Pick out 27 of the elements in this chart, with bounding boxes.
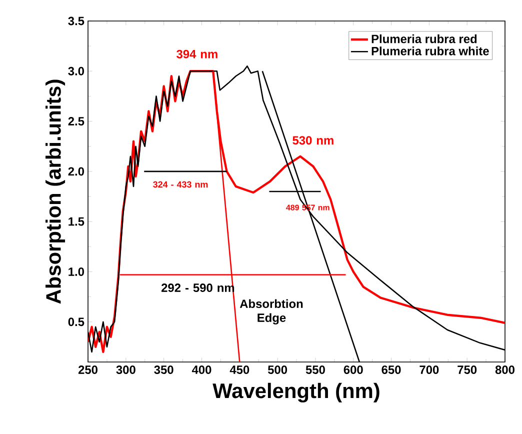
annotation: 394 nm (176, 50, 218, 58)
x-axis-title: Wavelength (nm) (212, 382, 380, 402)
y-tick-label: 0.5 (68, 318, 84, 326)
legend-label: Plumeria rubra red (372, 34, 477, 44)
annotation: 530 nm (292, 136, 334, 145)
x-tick-label: 400 (192, 366, 212, 374)
y-tick-label: 3.5 (68, 16, 84, 26)
x-tick-label: 450 (230, 366, 250, 374)
annotation: Absorbtion Edge (240, 299, 303, 324)
x-tick-label: 500 (268, 366, 288, 374)
annotation: 324 - 433 nm (153, 181, 208, 188)
y-tick-label: 2.0 (68, 167, 84, 176)
y-tick-label: 1.0 (68, 267, 84, 276)
x-tick-label: 650 (382, 366, 401, 374)
x-tick-label: 750 (458, 366, 477, 374)
legend-label: Plumeria rubra white (372, 46, 489, 56)
y-tick-label: 2.5 (68, 117, 84, 126)
x-tick-label: 350 (154, 366, 174, 374)
y-tick-label: 3.0 (68, 66, 84, 76)
x-tick-label: 700 (420, 366, 439, 374)
x-tick-label: 250 (78, 366, 98, 374)
x-tick-label: 800 (495, 366, 514, 374)
y-tick-label: 1.5 (68, 217, 84, 226)
x-tick-label: 600 (344, 366, 363, 374)
x-tick-label: 300 (116, 366, 136, 374)
y-axis-title: Absorption (arbi.units) (46, 80, 66, 304)
x-tick-label: 550 (306, 366, 325, 374)
